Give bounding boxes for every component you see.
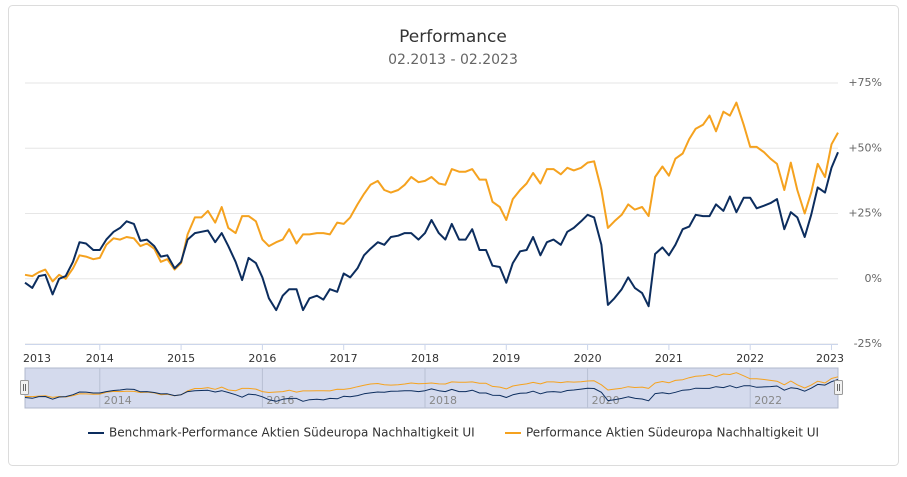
x-tick-label: 2018 [411,352,439,365]
handle-box[interactable] [20,380,29,395]
series-line [24,151,839,312]
x-tick-label: 2016 [248,352,276,365]
chart-frame [8,5,899,466]
navigator-tick-label: 2022 [754,394,782,407]
y-tick-label: +25% [848,207,882,220]
series-line [24,101,839,283]
x-tick-label: 2014 [86,352,114,365]
navigator-tick-label: 2020 [592,394,620,407]
navigator-tick-label: 2018 [429,394,457,407]
navigator-series-line [24,379,839,402]
x-tick-label: 2021 [655,352,683,365]
legend-label: Performance Aktien Südeuropa Nachhaltigk… [526,426,819,440]
chart-subtitle: 02.2013 - 02.2023 [388,52,518,68]
navigator-handle-right[interactable] [834,380,843,395]
x-tick-label: 2019 [492,352,520,365]
legend: Benchmark-Performance Aktien Südeuropa N… [88,426,819,440]
chart-title: Performance [399,27,507,47]
navigator-tick-label: 2014 [104,394,132,407]
x-tick-label: 2023 [816,352,844,365]
y-tick-label: +75% [848,76,882,89]
x-tick-label: 2013 [23,352,51,365]
x-tick-label: 2020 [574,352,602,365]
legend-label: Benchmark-Performance Aktien Südeuropa N… [109,426,475,440]
navigator-handle-left[interactable] [20,380,29,395]
y-tick-label: +50% [848,141,882,154]
x-tick-label: 2017 [330,352,358,365]
y-tick-label: -25% [854,337,882,350]
x-tick-label: 2022 [736,352,764,365]
navigator-series-line [24,372,839,398]
handle-box[interactable] [834,380,843,395]
x-tick-label: 2015 [167,352,195,365]
y-tick-label: 0% [865,272,882,285]
